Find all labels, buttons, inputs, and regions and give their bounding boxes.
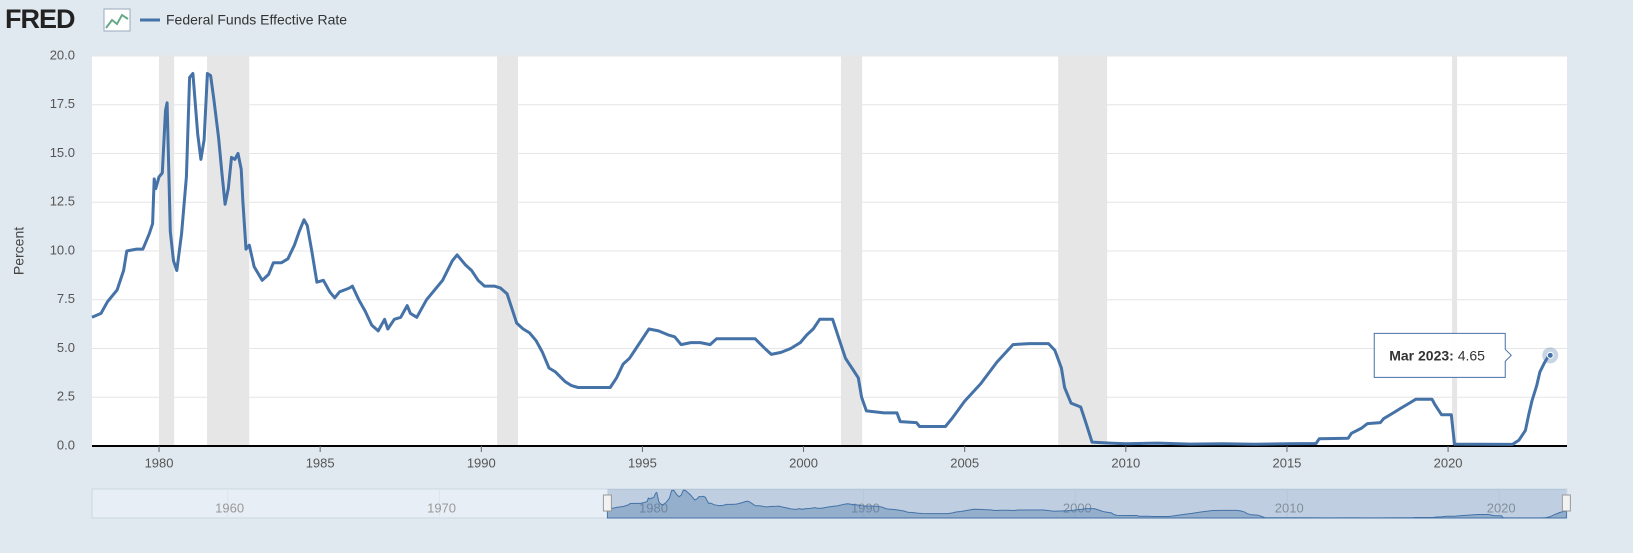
legend-label: Federal Funds Effective Rate (166, 12, 347, 28)
navigator-tick-label: 2020 (1487, 500, 1516, 515)
navigator-handle[interactable] (1561, 494, 1571, 512)
y-tick-label: 20.0 (50, 47, 75, 62)
x-tick-label: 1980 (145, 455, 174, 470)
y-tick-label: 10.0 (50, 242, 75, 257)
y-tick-label: 5.0 (57, 340, 75, 355)
logo-text: FRED (5, 4, 75, 34)
x-tick-label: 1990 (467, 455, 496, 470)
navigator-selection (607, 489, 1567, 518)
logo: FRED (5, 4, 131, 34)
logo-icon (103, 8, 131, 32)
navigator-area (606, 489, 1567, 519)
navigator-tick-label: 2010 (1275, 500, 1304, 515)
logo-icon-line (105, 13, 129, 29)
y-axis-label: Percent (11, 227, 27, 275)
y-tick-label: 2.5 (57, 389, 75, 404)
y-tick-label: 7.5 (57, 291, 75, 306)
series-line (91, 72, 1552, 446)
x-tick-label: 2020 (1434, 455, 1463, 470)
tooltip-point-core (1546, 351, 1554, 359)
tooltip-text: Mar 2023: 4.65 (1389, 347, 1485, 363)
x-tick-label: 2015 (1272, 455, 1301, 470)
y-tick-label: 0.0 (57, 437, 75, 452)
navigator-tick-label: 1960 (215, 500, 244, 515)
x-tick-label: 2000 (789, 455, 818, 470)
y-tick-label: 15.0 (50, 145, 75, 160)
tooltip-label: Mar 2023: (1389, 347, 1454, 363)
navigator-tick-label: 1970 (427, 500, 456, 515)
x-tick-label: 1985 (306, 455, 335, 470)
tooltip-box (1373, 332, 1512, 378)
navigator-tick-label: 2000 (1063, 500, 1092, 515)
x-tick-label: 2005 (950, 455, 979, 470)
navigator-tick-label: 1990 (851, 500, 880, 515)
y-tick-label: 17.5 (50, 96, 75, 111)
navigator-handle[interactable] (602, 494, 612, 512)
tooltip-value: 4.65 (1458, 347, 1485, 363)
x-tick-label: 2010 (1111, 455, 1140, 470)
y-tick-label: 12.5 (50, 194, 75, 209)
x-tick-label: 1995 (628, 455, 657, 470)
